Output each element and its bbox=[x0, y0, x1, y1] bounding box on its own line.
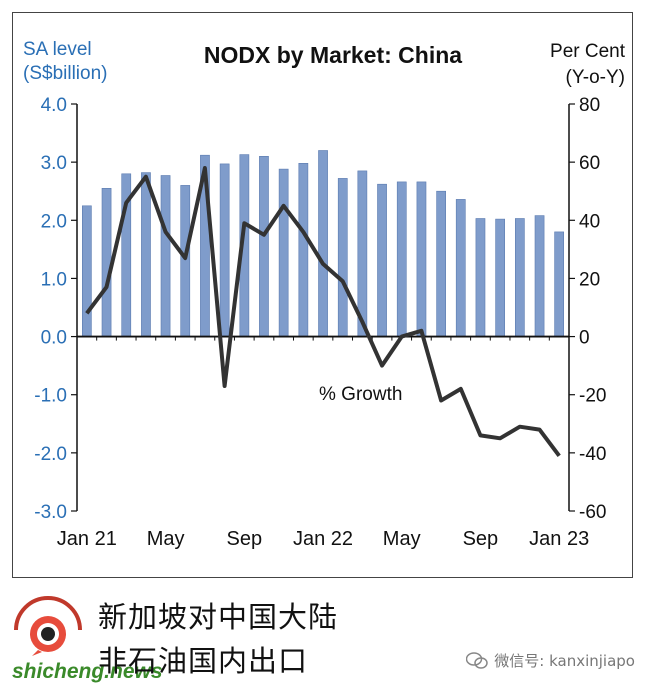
left-tick-label: 0.0 bbox=[41, 328, 67, 349]
x-tick-label: Sep bbox=[463, 528, 499, 550]
bar bbox=[495, 218, 506, 337]
bar bbox=[278, 168, 289, 337]
left-tick-labels: 4.0 3.0 2.0 1.0 0.0 -1.0 -2.0 -3.0 bbox=[34, 95, 77, 523]
bar bbox=[475, 218, 486, 337]
left-tick-label: 1.0 bbox=[41, 269, 67, 290]
bar bbox=[82, 205, 92, 337]
left-tick-label: 3.0 bbox=[41, 153, 67, 174]
right-tick-label: 20 bbox=[579, 269, 600, 290]
left-tick-label: -2.0 bbox=[34, 444, 67, 465]
left-tick-label: -3.0 bbox=[34, 502, 67, 523]
caption-line-1: 新加坡对中国大陆 bbox=[98, 600, 339, 634]
bar bbox=[534, 215, 545, 337]
bar bbox=[298, 163, 309, 337]
bar bbox=[455, 199, 466, 337]
bar bbox=[141, 172, 151, 337]
right-tick-label: 60 bbox=[579, 153, 600, 174]
growth-annotation: % Growth bbox=[319, 384, 402, 405]
x-tick-label: May bbox=[147, 528, 185, 550]
bar bbox=[514, 218, 525, 337]
right-tick-label: 0 bbox=[579, 328, 590, 349]
wechat-id: 微信号: kanxinjiapo bbox=[466, 650, 635, 671]
x-tick-label: Jan 23 bbox=[529, 528, 589, 550]
right-tick-labels: 80 60 40 20 0 -20 -40 -60 bbox=[569, 95, 606, 523]
bar-series bbox=[82, 150, 564, 337]
caption-line-2: 非石油国内出口 bbox=[98, 644, 309, 678]
left-axis-label-1: SA level bbox=[23, 39, 92, 60]
bar bbox=[396, 181, 407, 337]
logo-icon bbox=[14, 596, 82, 656]
x-tick-label: Sep bbox=[227, 528, 263, 550]
axes bbox=[76, 104, 570, 511]
x-tick-label: Jan 21 bbox=[57, 528, 117, 550]
x-tick-labels: Jan 21 May Sep Jan 22 May Sep Jan 23 bbox=[57, 336, 589, 550]
chart-frame: NODX by Market: China SA level (S$billio… bbox=[12, 12, 633, 578]
x-tick-label: Jan 22 bbox=[293, 528, 353, 550]
bar bbox=[436, 190, 447, 337]
right-axis-label-1: Per Cent bbox=[550, 41, 626, 62]
growth-line bbox=[85, 166, 561, 458]
bar bbox=[160, 175, 171, 337]
nodx-chart: NODX by Market: China SA level (S$billio… bbox=[23, 39, 626, 550]
right-axis-label-2: (Y-o-Y) bbox=[566, 67, 625, 88]
bar bbox=[180, 185, 191, 337]
right-tick-label: -20 bbox=[579, 386, 606, 407]
right-tick-label: -40 bbox=[579, 444, 606, 465]
right-tick-label: -60 bbox=[579, 502, 606, 523]
bar bbox=[554, 231, 564, 337]
bar bbox=[416, 181, 427, 337]
right-tick-label: 40 bbox=[579, 211, 600, 232]
left-tick-label: 4.0 bbox=[41, 95, 67, 116]
bar bbox=[259, 156, 269, 337]
left-tick-label: 2.0 bbox=[41, 211, 67, 232]
chart-title: NODX by Market: China bbox=[204, 42, 462, 68]
wechat-icon bbox=[466, 651, 489, 669]
bar bbox=[337, 178, 348, 337]
right-tick-label: 80 bbox=[579, 95, 600, 116]
bar bbox=[219, 163, 230, 337]
x-tick-label: May bbox=[383, 528, 421, 550]
bar bbox=[101, 188, 112, 337]
left-tick-label: -1.0 bbox=[34, 386, 67, 407]
bar bbox=[377, 183, 387, 337]
bar bbox=[318, 150, 328, 337]
logo bbox=[8, 590, 88, 680]
left-axis-label-2: (S$billion) bbox=[23, 63, 107, 84]
site-name: shicheng.news bbox=[12, 660, 163, 683]
wechat-text: 微信号: kanxinjiapo bbox=[494, 652, 635, 670]
